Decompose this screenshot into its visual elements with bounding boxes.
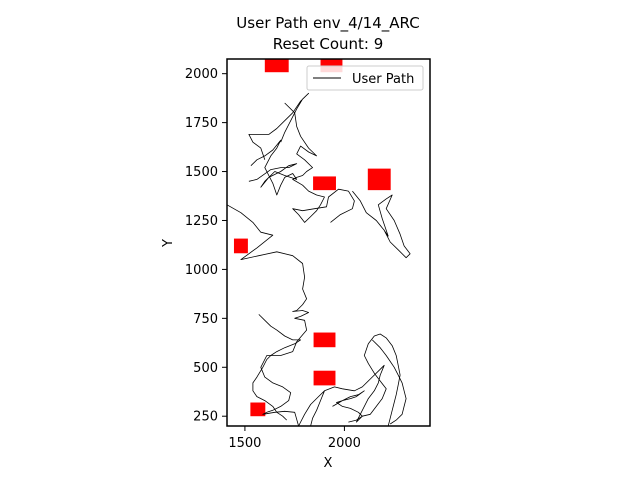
obstacle-8 bbox=[250, 402, 266, 417]
obstacle-5 bbox=[233, 238, 248, 254]
user-path-segment-6 bbox=[298, 390, 325, 427]
obstacle-4 bbox=[367, 168, 391, 191]
y-tick-label-2000: 2000 bbox=[185, 67, 218, 82]
obstacle-layer bbox=[233, 59, 391, 417]
x-axis: 1500 2000 bbox=[228, 426, 361, 451]
x-tick-label-1500: 1500 bbox=[228, 436, 261, 451]
obstacle-7 bbox=[313, 370, 336, 386]
y-tick-label-1500: 1500 bbox=[185, 165, 218, 180]
chart-subtitle: Reset Count: 9 bbox=[273, 35, 384, 53]
x-tick-label-2000: 2000 bbox=[328, 436, 361, 451]
user-path-segment-4 bbox=[352, 190, 411, 259]
y-tick-label-750: 750 bbox=[193, 312, 218, 327]
legend-entry-user-path: User Path bbox=[352, 72, 414, 87]
legend-box bbox=[306, 65, 424, 91]
user-path-segment-8 bbox=[332, 390, 365, 423]
y-tick-label-500: 500 bbox=[193, 361, 218, 376]
legend: User Path bbox=[306, 65, 424, 91]
user-path-segment-7 bbox=[324, 333, 401, 427]
y-tick-label-1750: 1750 bbox=[185, 116, 218, 131]
y-axis: 250 500 750 1000 1250 1500 1750 2000 bbox=[185, 67, 227, 425]
plot-frame bbox=[226, 58, 431, 427]
y-tick-label-250: 250 bbox=[193, 410, 218, 425]
obstacle-6 bbox=[313, 332, 336, 348]
y-axis-label: Y bbox=[161, 239, 176, 248]
user-path-segment-9 bbox=[252, 314, 302, 421]
chart-title: User Path env_4/14_ARC bbox=[236, 14, 419, 33]
user-path-segment-2 bbox=[248, 139, 298, 196]
y-tick-label-1000: 1000 bbox=[185, 263, 218, 278]
path-layer bbox=[226, 92, 411, 427]
y-tick-label-1250: 1250 bbox=[185, 214, 218, 229]
obstacle-1 bbox=[264, 59, 289, 73]
obstacle-3 bbox=[313, 176, 336, 191]
user-path-segment-1 bbox=[226, 204, 310, 427]
user-path-segment-10 bbox=[372, 339, 407, 425]
user-path-segment-3 bbox=[284, 102, 355, 223]
user-path-segment-5 bbox=[248, 92, 310, 160]
x-axis-label: X bbox=[324, 456, 333, 471]
